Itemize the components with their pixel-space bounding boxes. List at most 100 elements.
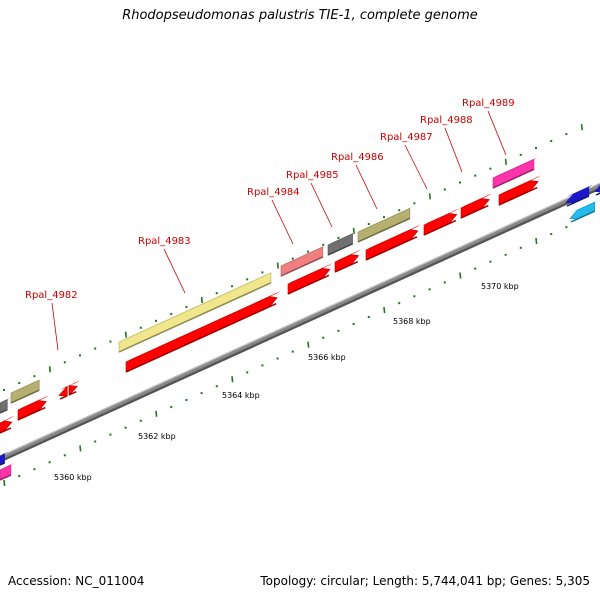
gene-label-rpal-4987[interactable]: Rpal_4987 (380, 132, 433, 143)
gene-bar-rpal-4984[interactable] (280, 244, 327, 277)
gene-label-rpal-4985[interactable]: Rpal_4985 (286, 170, 339, 181)
cds-arrow-reverse-2-front-face (594, 185, 600, 193)
cds-arrow-reverse-3[interactable] (569, 199, 599, 223)
cds-arrow-rpal-4985-shadow-edge (334, 260, 359, 273)
lower-scale-minor-tick (109, 433, 112, 436)
cds-arrow-small-1-top-face (60, 384, 72, 390)
upper-scale-minor-tick (291, 257, 294, 260)
cds-arrow-small-2-shadow-edge (68, 391, 77, 396)
lower-scale-minor-tick (185, 399, 188, 402)
cds-arrow-upstream-1-shadow-edge (17, 406, 46, 421)
upper-scale-minor-tick (215, 292, 218, 295)
cds-arrow-small-2[interactable] (68, 380, 81, 396)
cds-arrow-rpal-4988[interactable] (460, 193, 493, 219)
kbp-label: 5360 kbp (54, 473, 92, 482)
cds-arrow-upstream-1[interactable] (17, 395, 50, 421)
cds-arrow-rpal-4986[interactable] (365, 224, 421, 261)
cds-arrow-upstream-1-front-face (17, 400, 47, 421)
upper-scale-minor-tick (18, 382, 21, 385)
gene-label-rpal-4989[interactable]: Rpal_4989 (462, 98, 515, 109)
upper-scale-minor-tick (474, 174, 477, 177)
lower-scale-minor-tick (474, 267, 477, 270)
upper-scale-minor-tick (398, 209, 401, 212)
cds-arrow-rpal-4989[interactable] (498, 175, 542, 206)
kbp-label: 5364 kbp (222, 391, 260, 400)
lower-scale-minor-tick (170, 405, 173, 408)
upper-scale-major-tick (276, 262, 279, 269)
upper-scale-minor-tick (322, 243, 325, 246)
gene-bar-upstream[interactable] (10, 377, 44, 404)
lower-scale-minor-tick (428, 288, 431, 291)
upper-scale-minor-tick (63, 361, 66, 364)
lower-scale-minor-tick (489, 260, 492, 263)
gene-bar-edge-lower[interactable] (0, 462, 15, 481)
cds-arrow-reverse-3-shadow-edge (570, 210, 595, 223)
cds-arrow-reverse-2-top-face (596, 183, 600, 186)
upper-scale-minor-tick (170, 312, 173, 315)
lower-scale-minor-tick (215, 385, 218, 388)
gene-bar-rpal-4986[interactable] (357, 206, 414, 243)
upper-scale-minor-tick (383, 216, 385, 219)
upper-scale-minor-tick (459, 181, 461, 184)
lower-scale-minor-tick (367, 316, 370, 319)
lower-scale-minor-tick (139, 419, 142, 422)
cds-arrow-rpal-4986-front-face (365, 229, 419, 261)
gene-bar-rpal-4985[interactable] (327, 231, 357, 256)
cds-arrow-rpal-4985-front-face (334, 254, 360, 273)
gene-label-leader (163, 248, 186, 294)
map-title: Rhodopseudomonas palustris TIE-1, comple… (122, 8, 478, 23)
gene-label-leader (404, 144, 428, 190)
gene-bar-rpal-4986-shadow-edge (357, 217, 411, 243)
cds-arrow-rpal-4988-shadow-edge (460, 204, 489, 219)
cds-arrow-rpal-4983[interactable] (125, 291, 281, 373)
upper-scale-minor-tick (367, 223, 370, 226)
lower-scale-minor-tick (276, 357, 279, 360)
lower-scale-minor-tick (94, 440, 97, 443)
cds-arrow-reverse-1[interactable] (565, 184, 593, 207)
lower-scale-major-tick (231, 376, 234, 383)
cds-arrow-rpal-4987[interactable] (423, 208, 460, 236)
gene-bar-rpal-4989[interactable] (492, 156, 538, 189)
gene-label-rpal-4983[interactable]: Rpal_4983 (138, 236, 191, 247)
lower-scale-minor-tick (200, 392, 203, 395)
kbp-label: 5366 kbp (308, 353, 346, 362)
lower-scale-major-tick (459, 272, 462, 279)
cds-arrow-upstream-2-shadow-edge (0, 427, 12, 434)
upper-scale-minor-tick (519, 153, 522, 156)
gene-bar-rpal-4983[interactable] (118, 270, 275, 353)
gene-bar-rpal-4984-shadow-edge (280, 256, 324, 277)
gene-label-rpal-4984[interactable]: Rpal_4984 (247, 187, 300, 198)
upper-scale-minor-tick (337, 236, 340, 239)
lower-scale-major-tick (79, 445, 82, 452)
upper-scale-minor-tick (155, 319, 157, 322)
upper-scale-major-tick (200, 297, 203, 304)
lower-scale-minor-tick (550, 233, 553, 236)
gene-label-rpal-4988[interactable]: Rpal_4988 (420, 115, 473, 126)
gene-label-leader (310, 182, 333, 228)
upper-scale-minor-tick (3, 389, 5, 391)
kbp-label: 5362 kbp (138, 432, 176, 441)
cds-arrow-upstream-2[interactable] (0, 415, 15, 434)
gene-bar-rpal-4985-front-face (327, 233, 353, 256)
upper-scale-minor-tick (413, 202, 416, 205)
gene-bar-edge[interactable] (0, 397, 12, 414)
lower-scale-minor-tick (322, 336, 325, 339)
gene-label-rpal-4982[interactable]: Rpal_4982 (25, 290, 78, 301)
gene-label-rpal-4986[interactable]: Rpal_4986 (331, 152, 384, 163)
lower-scale-minor-tick (565, 226, 568, 229)
gene-bar-edge-blue[interactable] (0, 451, 9, 466)
cds-arrow-small-1-shadow-edge (59, 395, 68, 400)
upper-scale-minor-tick (109, 340, 112, 343)
cds-arrow-rpal-4986-shadow-edge (365, 236, 418, 261)
cds-arrow-rpal-4985[interactable] (334, 249, 362, 273)
cds-arrow-small-1[interactable] (58, 384, 72, 400)
upper-scale-minor-tick (231, 285, 233, 288)
gene-bar-rpal-4985-shadow-edge (327, 243, 353, 256)
gene-label-leader (271, 199, 294, 245)
cds-arrow-rpal-4984[interactable] (287, 262, 333, 295)
features-layer (0, 156, 600, 481)
cds-arrow-reverse-2-shadow-edge (595, 192, 600, 196)
gene-bar-edge-blue-shadow-edge (0, 462, 5, 466)
